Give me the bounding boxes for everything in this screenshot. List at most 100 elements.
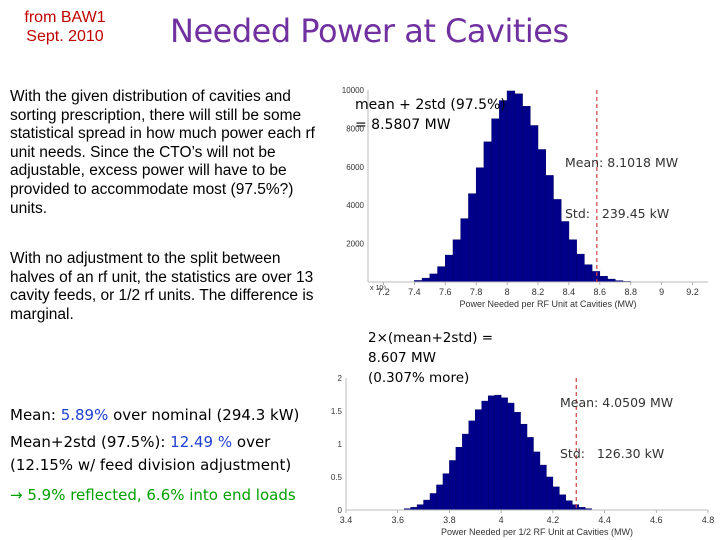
histogram-bar xyxy=(483,141,492,283)
chart-ticks: 3.4 3.6 3.8 4 4.2 4.4 4.6 4.8 0 0.5 1 1.5 2 Power Nee… xyxy=(331,374,714,537)
threshold-annotation-1: mean + 2std (97.5%) = 8.5807 MW xyxy=(355,95,506,135)
histogram-bar xyxy=(591,271,601,283)
histogram-bar xyxy=(429,493,437,511)
histogram-bar xyxy=(449,460,457,511)
histogram-bar xyxy=(487,395,495,511)
histogram-bar xyxy=(494,394,502,511)
histogram-bar xyxy=(520,423,528,511)
histogram-bar xyxy=(423,499,431,511)
histogram-bar xyxy=(572,504,579,511)
histogram-bar xyxy=(584,264,593,283)
histogram-bar xyxy=(442,473,450,511)
histogram-bar xyxy=(533,451,541,511)
intro-paragraph: With the given distribution of cavities … xyxy=(10,88,315,217)
x-axis-label: Power Needed per RF Unit at Cavities (MW… xyxy=(459,299,636,309)
feed-note: (12.15% w/ feed division adjustment) xyxy=(10,456,292,474)
stats-std: Std: 239.45 kW xyxy=(565,206,670,221)
x-tick-label: 4.2 xyxy=(547,515,560,525)
x-tick-label: 3.6 xyxy=(391,515,404,525)
histogram-bar xyxy=(421,277,431,283)
x-tick-label: 7.8 xyxy=(470,287,483,297)
x-tick-label: 8.4 xyxy=(563,287,576,297)
stats-mean: Mean: 8.1018 MW xyxy=(565,155,679,170)
x-axis-label: Power Needed per 1/2 RF Unit at Cavities… xyxy=(441,527,633,537)
histogram-bar xyxy=(568,239,577,283)
histogram-bar xyxy=(522,106,531,283)
mean2-suffix: over xyxy=(232,433,271,451)
histogram-bar xyxy=(481,400,489,511)
x-tick-label: 3.4 xyxy=(340,515,353,525)
source-line-1: from BAW1 xyxy=(24,9,106,26)
arrow-icon: → xyxy=(10,486,23,504)
x-tick-label: 8.8 xyxy=(624,287,637,297)
chart-ticks: 7.2 7.4 7.6 7.8 8 8.2 8.4 8.6 8.8 9 9.2 2000 4000 600… xyxy=(342,86,699,309)
histogram-bar xyxy=(565,500,573,511)
y-tick-label: 8000 xyxy=(346,124,364,133)
chart-bars xyxy=(403,394,592,511)
histogram-bar xyxy=(445,254,454,283)
source-note: from BAW1 Sept. 2010 xyxy=(10,8,120,46)
mean-suffix: over nominal (294.3 kW) xyxy=(108,406,300,424)
annotation-line: 8.607 MW xyxy=(368,350,436,366)
histogram-bar xyxy=(546,476,554,511)
histogram-bar xyxy=(491,118,500,283)
mean2-prefix: Mean+2std (97.5%): xyxy=(10,433,171,451)
reflected-text: 5.9% reflected, 6.6% into end loads xyxy=(22,486,296,504)
histogram-bar xyxy=(452,239,461,283)
histogram-bar xyxy=(455,447,463,511)
x-tick-label: 8.6 xyxy=(594,287,607,297)
histogram-bar xyxy=(526,437,534,511)
histogram-bar xyxy=(475,409,483,511)
x-tick-label: 9 xyxy=(659,287,664,297)
histogram-bar xyxy=(468,420,476,511)
mean-prefix: Mean: xyxy=(10,406,61,424)
x-tick-label: 3.8 xyxy=(443,515,456,525)
stats-box-2: Mean: 4.0509 MW Std: 126.30 kW xyxy=(560,360,673,479)
histogram-bar xyxy=(545,175,554,283)
stats-std: Std: 126.30 kW xyxy=(560,446,665,461)
histogram-bar xyxy=(436,484,444,511)
histogram-bar xyxy=(514,93,523,283)
histogram-bar xyxy=(513,412,521,511)
x-tick-label: 4 xyxy=(499,515,504,525)
histogram-bar xyxy=(437,266,446,283)
y-tick-label: 1.5 xyxy=(331,407,343,416)
stats-box-1: Mean: 8.1018 MW Std: 239.45 kW xyxy=(565,120,678,239)
histogram-bar xyxy=(576,253,585,283)
y-tick-label: 6000 xyxy=(346,163,364,172)
x-tick-label: 8.2 xyxy=(532,287,545,297)
y-tick-label: 0.5 xyxy=(331,473,343,482)
x-tick-label: 9.2 xyxy=(686,287,699,297)
mean-line: Mean: 5.89% over nominal (294.3 kW) xyxy=(10,405,299,425)
mean-value: 5.89% xyxy=(60,406,109,424)
x-tick-label: 4.8 xyxy=(702,515,715,525)
y-tick-label: 2 xyxy=(338,374,343,383)
annotation-line: mean + 2std (97.5%) xyxy=(355,97,506,113)
source-line-2: Sept. 2010 xyxy=(26,28,104,45)
x-tick-label: 7.4 xyxy=(408,287,421,297)
stats-mean: Mean: 4.0509 MW xyxy=(560,395,674,410)
histogram-bar xyxy=(468,193,477,283)
histogram-bar xyxy=(553,199,562,283)
x-tick-label: 8 xyxy=(505,287,510,297)
histogram-bar xyxy=(537,149,546,283)
page-title: Needed Power at Cavities xyxy=(170,12,569,50)
histogram-bar xyxy=(507,402,515,511)
mean2std-line: Mean+2std (97.5%): 12.49 % over xyxy=(10,432,270,452)
histogram-bar xyxy=(530,125,539,283)
histogram-bar xyxy=(539,464,547,511)
histogram-bar xyxy=(475,167,485,283)
histogram-bar xyxy=(500,397,508,511)
threshold-annotation-2: 2×(mean+2std) = 8.607 MW (0.307% more) xyxy=(368,328,493,388)
y-tick-label: 10000 xyxy=(342,86,365,95)
histogram-bar xyxy=(460,218,469,283)
histogram-bar xyxy=(506,90,516,283)
histogram-bar xyxy=(416,504,424,511)
x-tick-label: 4.6 xyxy=(650,515,663,525)
y-tick-label: 1 xyxy=(338,440,343,449)
split-paragraph: With no adjustment to the split between … xyxy=(10,250,314,323)
annotation-line: = 8.5807 MW xyxy=(355,117,451,133)
reflected-line: → 5.9% reflected, 6.6% into end loads xyxy=(10,485,296,505)
annotation-line: 2×(mean+2std) = xyxy=(368,330,494,346)
histogram-bar xyxy=(559,494,567,511)
